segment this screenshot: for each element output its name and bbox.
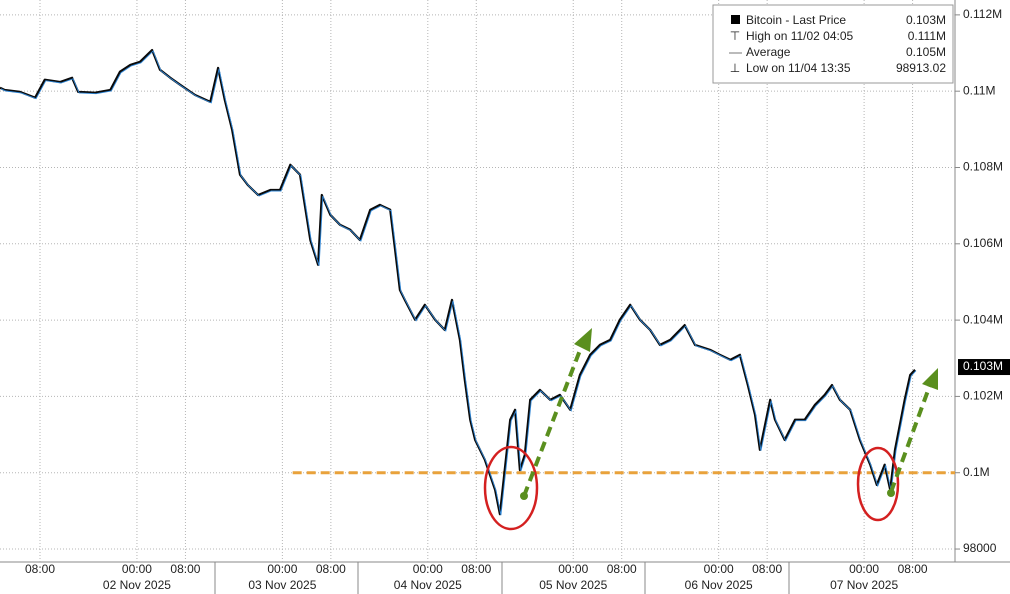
legend-icon: ⊤ (730, 29, 740, 43)
x-tick-label: 00:00 (704, 562, 734, 576)
date-separators (214, 562, 790, 594)
legend-box (712, 4, 954, 84)
x-tick-label: 00:00 (413, 562, 443, 576)
x-date-label: 07 Nov 2025 (830, 578, 898, 592)
legend-label: Average (746, 45, 791, 59)
y-tick-label: 0.108M (963, 160, 1003, 174)
x-tick-label: 08:00 (898, 562, 928, 576)
annotations (483, 328, 938, 531)
last-price-label: 0.103M (963, 359, 1003, 373)
x-tick-label: 00:00 (122, 562, 152, 576)
y-tick-label: 0.1M (963, 465, 990, 479)
x-tick-label: 08:00 (607, 562, 637, 576)
legend: Bitcoin - Last Price 0.103M ⊤ High on 11… (712, 4, 954, 84)
x-tick-label: 08:00 (461, 562, 491, 576)
y-tick-label: 0.112M (963, 7, 1002, 21)
legend-icon: ⊥ (730, 61, 740, 75)
legend-label: Bitcoin - Last Price (746, 13, 846, 27)
x-date-label: 05 Nov 2025 (539, 578, 607, 592)
price-line-highlight (0, 50, 917, 516)
arrow-dot (520, 492, 528, 500)
low-circle (856, 446, 900, 522)
last-price-tag (958, 359, 1010, 376)
low-circle (483, 445, 539, 531)
y-tick-label: 0.106M (963, 236, 1003, 250)
up-arrow (889, 384, 932, 493)
legend-value: 0.105M (906, 45, 946, 59)
x-tick-label: 08:00 (316, 562, 346, 576)
x-tick-label: 00:00 (558, 562, 588, 576)
x-date-label: 04 Nov 2025 (394, 578, 462, 592)
legend-value: 98913.02 (896, 61, 946, 75)
x-tick-label: 00:00 (849, 562, 879, 576)
arrow-head (574, 328, 592, 352)
x-tick-label: 08:00 (25, 562, 55, 576)
legend-label: Low on 11/04 13:35 (746, 61, 851, 75)
y-tick-label: 0.102M (963, 389, 1003, 403)
y-tick-label: 0.11M (963, 83, 995, 97)
x-date-label: 06 Nov 2025 (685, 578, 753, 592)
x-tick-label: 00:00 (267, 562, 297, 576)
legend-value: 0.103M (906, 13, 946, 27)
y-tick-label: 0.104M (963, 312, 1003, 326)
legend-label: High on 11/02 04:05 (746, 29, 854, 43)
x-tick-label: 08:00 (170, 562, 200, 576)
arrow-dot (887, 489, 895, 497)
up-arrow (522, 344, 584, 497)
arrow-head (922, 368, 938, 390)
y-tick-label: 98000 (963, 541, 997, 555)
legend-value: 0.111M (908, 29, 946, 43)
x-tick-label: 08:00 (752, 562, 782, 576)
x-date-label: 02 Nov 2025 (103, 578, 171, 592)
legend-swatch (731, 15, 740, 24)
plot (0, 48, 955, 516)
x-date-label: 03 Nov 2025 (248, 578, 316, 592)
